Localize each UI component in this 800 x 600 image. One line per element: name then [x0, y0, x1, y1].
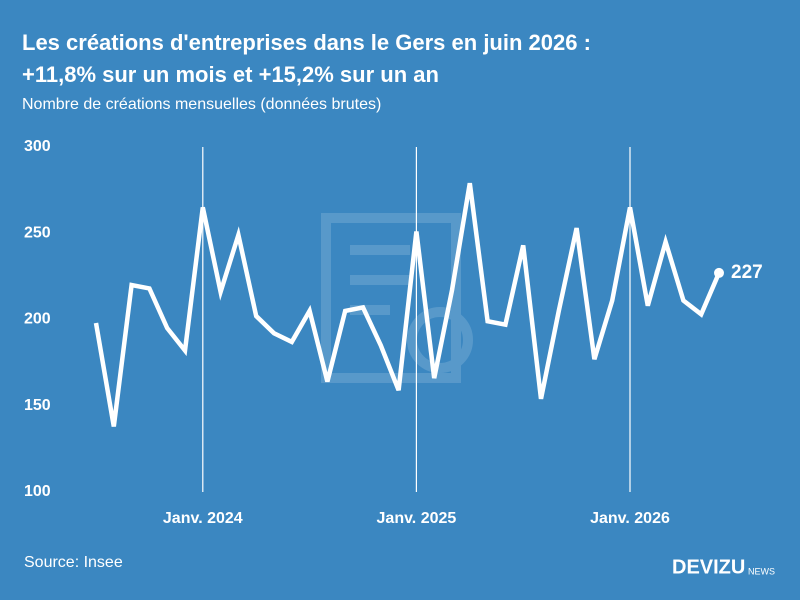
y-tick-label: 200	[24, 311, 51, 328]
x-tick-label: Janv. 2024	[163, 510, 243, 527]
x-tick-label: Janv. 2025	[377, 510, 457, 527]
chart-title: Les créations d'entreprises dans le Gers…	[22, 30, 591, 55]
y-tick-label: 300	[24, 138, 51, 155]
brand-suffix: NEWS	[748, 566, 775, 576]
chart-title: +11,8% sur un mois et +15,2% sur un an	[22, 62, 439, 87]
end-point	[714, 267, 724, 278]
y-tick-label: 100	[24, 483, 51, 500]
y-tick-label: 250	[24, 224, 51, 241]
watermark	[321, 213, 473, 383]
y-tick-label: 150	[24, 397, 51, 414]
chart-subtitle: Nombre de créations mensuelles (données …	[22, 96, 381, 113]
x-tick-label: Janv. 2026	[590, 510, 670, 527]
source: Source: Insee	[24, 554, 123, 571]
line	[93, 182, 722, 427]
value-label: 227	[731, 262, 763, 283]
brand: DEVIZU	[672, 556, 745, 578]
